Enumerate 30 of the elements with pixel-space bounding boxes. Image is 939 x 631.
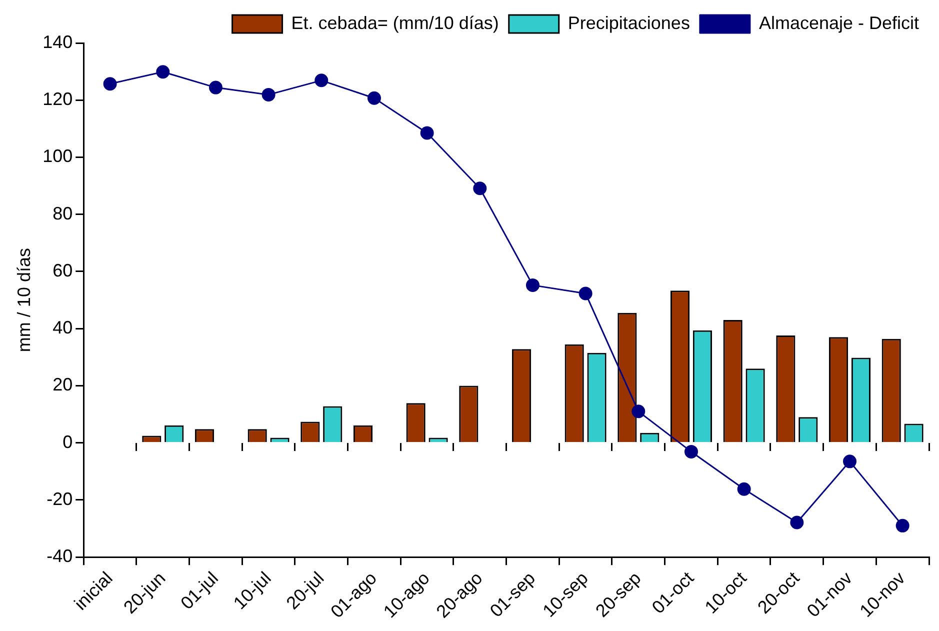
y-tick-label: 60: [52, 260, 73, 280]
y-tick-label: 0: [62, 432, 73, 452]
point: [473, 182, 487, 196]
point: [367, 91, 381, 105]
point: [896, 518, 910, 532]
point: [737, 482, 751, 496]
y-tick-label: -40: [46, 546, 73, 566]
point: [103, 77, 117, 91]
legend-label: Et. cebada= (mm/10 días): [291, 12, 499, 33]
legend-label: Almacenaje - Deficit: [758, 12, 920, 33]
point: [526, 278, 540, 292]
y-tick-label: 100: [42, 146, 73, 166]
point: [684, 444, 698, 458]
point: [314, 74, 328, 88]
point: [156, 65, 170, 79]
y-tick-label: -20: [46, 488, 73, 509]
y-tick-label: 40: [52, 318, 73, 338]
point: [632, 404, 646, 418]
y-tick-label: 20: [52, 374, 73, 395]
y-tick-label: 120: [42, 89, 73, 110]
y-tick-label: 140: [42, 32, 73, 52]
point: [262, 88, 276, 102]
point: [208, 80, 222, 94]
point: [842, 454, 856, 468]
legend-label: Precipitaciones: [568, 12, 690, 33]
point: [578, 286, 592, 300]
point: [420, 126, 434, 140]
y-axis-title: mm / 10 días: [14, 248, 34, 352]
y-tick-label: 80: [52, 203, 73, 224]
point: [790, 516, 804, 530]
